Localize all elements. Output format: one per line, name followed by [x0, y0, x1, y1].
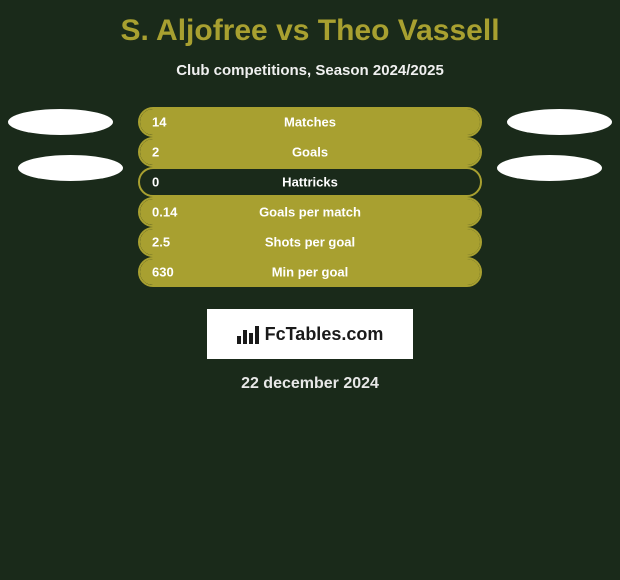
stat-row: 0.14 Goals per match: [138, 197, 482, 227]
stat-row: 14 Matches: [138, 107, 482, 137]
stat-row: 0 Hattricks: [138, 167, 482, 197]
card-date: 22 december 2024: [241, 375, 379, 393]
stat-row: 630 Min per goal: [138, 257, 482, 287]
stat-bar: 14 Matches: [138, 107, 482, 137]
stat-left-value: 14: [152, 115, 166, 130]
stat-row: 2 Goals: [138, 137, 482, 167]
stat-left-value: 2: [152, 145, 159, 160]
bar-chart-icon: [237, 324, 259, 344]
comparison-card: S. Aljofree vs Theo Vassell Club competi…: [0, 0, 620, 393]
card-title: S. Aljofree vs Theo Vassell: [120, 14, 499, 48]
stat-left-value: 0.14: [152, 205, 177, 220]
stat-bar: 2 Goals: [138, 137, 482, 167]
card-subtitle: Club competitions, Season 2024/2025: [176, 62, 444, 79]
stat-label: Goals: [292, 145, 328, 160]
site-logo[interactable]: FcTables.com: [207, 309, 413, 359]
stats-rows: 14 Matches 2 Goals 0 Hattricks 0.14 Goals per m…: [0, 107, 620, 287]
stat-label: Goals per match: [259, 205, 361, 220]
stat-bar: 2.5 Shots per goal: [138, 227, 482, 257]
stat-label: Shots per goal: [265, 235, 355, 250]
player-marker-left-1: [8, 109, 113, 135]
stat-bar: 0.14 Goals per match: [138, 197, 482, 227]
stat-label: Hattricks: [282, 175, 338, 190]
stat-left-value: 0: [152, 175, 159, 190]
player-marker-right-2: [497, 155, 602, 181]
stat-bar: 630 Min per goal: [138, 257, 482, 287]
stat-row: 2.5 Shots per goal: [138, 227, 482, 257]
stat-bar: 0 Hattricks: [138, 167, 482, 197]
player-marker-left-2: [18, 155, 123, 181]
player-marker-right-1: [507, 109, 612, 135]
logo-text: FcTables.com: [265, 324, 384, 345]
stat-left-value: 2.5: [152, 235, 170, 250]
stat-label: Min per goal: [272, 265, 349, 280]
stat-left-value: 630: [152, 265, 174, 280]
stat-label: Matches: [284, 115, 336, 130]
